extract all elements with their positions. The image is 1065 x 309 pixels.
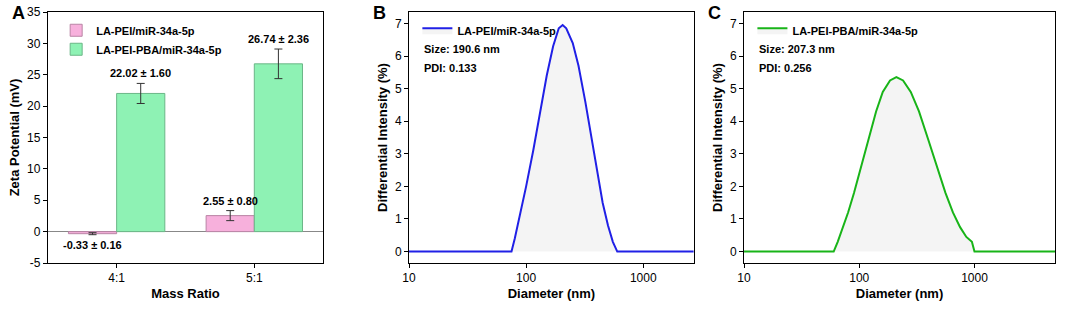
svg-text:10: 10 (402, 271, 416, 285)
svg-text:2: 2 (395, 180, 402, 194)
svg-text:LA-PEI/miR-34a-5p: LA-PEI/miR-34a-5p (96, 25, 195, 37)
svg-text:1: 1 (730, 212, 737, 226)
svg-text:LA-PEI/miR-34a-5p: LA-PEI/miR-34a-5p (457, 25, 556, 37)
svg-text:6: 6 (730, 49, 737, 63)
svg-text:Mass Ratio: Mass Ratio (151, 286, 220, 301)
svg-text:2: 2 (730, 180, 737, 194)
svg-text:30: 30 (27, 37, 41, 51)
svg-text:5: 5 (730, 82, 737, 96)
svg-text:3: 3 (395, 147, 402, 161)
svg-text:PDI: 0.133: PDI: 0.133 (424, 62, 477, 74)
svg-text:6: 6 (395, 49, 402, 63)
svg-text:4: 4 (395, 114, 402, 128)
svg-text:5:1: 5:1 (246, 271, 263, 285)
svg-text:3: 3 (730, 147, 737, 161)
svg-text:1000: 1000 (630, 271, 657, 285)
svg-text:Diameter (nm): Diameter (nm) (508, 286, 595, 301)
svg-text:1000: 1000 (961, 271, 988, 285)
svg-text:7: 7 (395, 17, 402, 31)
svg-text:7: 7 (730, 17, 737, 31)
svg-text:22.02 ± 1.60: 22.02 ± 1.60 (110, 67, 171, 79)
svg-text:10: 10 (27, 162, 41, 176)
svg-text:Zeta Potential (mV): Zeta Potential (mV) (7, 79, 22, 197)
svg-text:4:1: 4:1 (108, 271, 125, 285)
svg-text:A: A (12, 3, 25, 23)
svg-text:2.55 ± 0.80: 2.55 ± 0.80 (203, 195, 258, 207)
svg-text:5: 5 (395, 82, 402, 96)
svg-text:25: 25 (27, 68, 41, 82)
svg-text:Size: 207.3 nm: Size: 207.3 nm (759, 43, 835, 55)
svg-text:1: 1 (395, 212, 402, 226)
svg-text:0: 0 (730, 245, 737, 259)
svg-text:-0.33 ± 0.16: -0.33 ± 0.16 (63, 239, 122, 251)
svg-text:10: 10 (737, 271, 751, 285)
svg-text:4: 4 (730, 114, 737, 128)
svg-text:15: 15 (27, 131, 41, 145)
svg-text:PDI: 0.256: PDI: 0.256 (759, 62, 812, 74)
svg-text:26.74 ± 2.36: 26.74 ± 2.36 (248, 33, 309, 45)
svg-text:100: 100 (849, 271, 869, 285)
svg-text:Differential Intensity (%): Differential Intensity (%) (375, 63, 390, 212)
svg-text:0: 0 (34, 225, 41, 239)
svg-text:LA-PEI-PBA/miR-34a-5p: LA-PEI-PBA/miR-34a-5p (96, 44, 222, 56)
svg-text:100: 100 (516, 271, 536, 285)
svg-text:Size: 190.6 nm: Size: 190.6 nm (424, 43, 500, 55)
svg-text:LA-PEI-PBA/miR-34a-5p: LA-PEI-PBA/miR-34a-5p (792, 25, 918, 37)
svg-text:C: C (708, 3, 721, 23)
svg-text:Diameter (nm): Diameter (nm) (856, 286, 943, 301)
svg-text:5: 5 (34, 193, 41, 207)
svg-text:20: 20 (27, 99, 41, 113)
svg-text:Differential Intensity (%): Differential Intensity (%) (710, 63, 725, 212)
svg-text:B: B (373, 3, 386, 23)
svg-text:35: 35 (27, 5, 41, 19)
svg-text:-5: -5 (30, 256, 41, 270)
svg-text:0: 0 (395, 245, 402, 259)
